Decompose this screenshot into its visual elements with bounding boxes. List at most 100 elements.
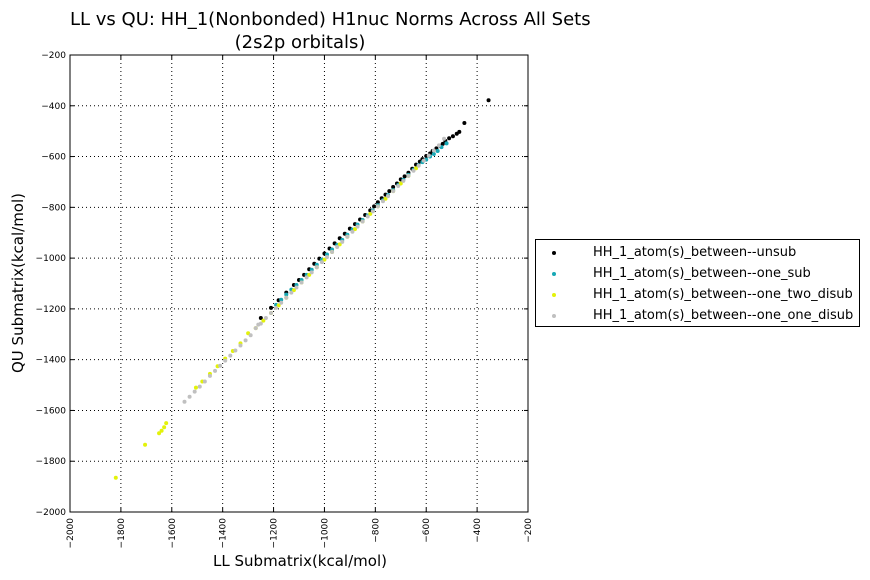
data-point-series-0 (454, 131, 459, 136)
data-point-series-3 (319, 260, 324, 265)
data-point-series-1 (444, 141, 449, 146)
data-point-series-3 (416, 163, 421, 168)
data-point-series-1 (431, 152, 436, 157)
data-point-series-0 (402, 174, 407, 179)
data-point-series-3 (192, 389, 197, 394)
data-point-series-0 (372, 204, 377, 209)
data-point-series-3 (233, 348, 238, 353)
scatter-points (113, 98, 491, 480)
data-point-series-3 (355, 224, 360, 229)
data-point-series-3 (299, 280, 304, 285)
y-tick-label: −2000 (36, 508, 67, 518)
data-point-series-3 (269, 310, 274, 315)
data-point-series-2 (398, 181, 403, 186)
data-point-series-3 (401, 178, 406, 183)
data-point-series-3 (411, 168, 416, 173)
data-point-series-3 (330, 250, 335, 255)
data-point-series-1 (435, 148, 440, 153)
data-point-series-2 (261, 318, 266, 323)
data-point-series-2 (352, 227, 357, 232)
data-point-series-3 (309, 270, 314, 275)
legend-entry: HH_1_atom(s)_between--one_sub (536, 265, 859, 285)
data-point-series-3 (396, 184, 401, 189)
x-tick-label: −200 (524, 518, 534, 543)
data-point-series-0 (269, 305, 274, 310)
data-point-series-2 (307, 272, 312, 277)
legend-marker-one-sub (552, 272, 556, 276)
legend-entry: HH_1_atom(s)_between--unsub (536, 244, 859, 264)
data-point-series-3 (207, 373, 212, 378)
y-axis-label: QU Submatrix(kcal/mol) (9, 192, 27, 374)
y-tick-label: −1200 (36, 305, 67, 315)
x-tick-label: −1800 (117, 518, 127, 549)
x-tick-label: −1200 (270, 518, 280, 549)
data-point-series-3 (274, 305, 279, 310)
y-tick-label: −1800 (36, 457, 67, 467)
data-point-series-2 (164, 421, 169, 426)
x-axis-label: LL Submatrix(kcal/mol) (213, 552, 387, 570)
data-point-series-3 (197, 384, 202, 389)
data-point-series-2 (193, 385, 198, 390)
data-point-series-2 (159, 428, 164, 433)
data-point-series-3 (375, 204, 380, 209)
data-point-series-0 (486, 98, 491, 103)
data-point-series-3 (370, 209, 375, 214)
data-point-series-3 (182, 399, 187, 404)
y-tick-label: −200 (41, 51, 66, 61)
data-point-series-2 (276, 303, 281, 308)
data-point-series-3 (228, 353, 233, 358)
data-point-series-3 (380, 199, 385, 204)
data-point-series-3 (258, 321, 263, 326)
data-point-series-3 (324, 255, 329, 260)
legend-marker-one-one-disub (552, 314, 556, 318)
data-point-series-0 (447, 136, 452, 141)
data-point-series-2 (291, 288, 296, 293)
y-tick-label: −600 (41, 153, 66, 163)
x-tick-label: −1600 (168, 518, 178, 549)
data-point-series-3 (431, 148, 436, 153)
grid-lines (70, 55, 528, 512)
data-point-series-3 (350, 229, 355, 234)
data-point-series-3 (284, 295, 289, 300)
data-point-series-0 (375, 200, 380, 205)
data-point-series-3 (340, 239, 345, 244)
data-point-series-3 (360, 219, 365, 224)
y-tick-label: −400 (41, 102, 66, 112)
data-point-series-3 (279, 300, 284, 305)
data-point-series-1 (279, 297, 284, 302)
data-point-series-3 (421, 158, 426, 163)
data-point-series-3 (253, 326, 258, 331)
data-point-series-3 (213, 368, 218, 373)
legend-entry: HH_1_atom(s)_between--one_two_disub (536, 286, 859, 306)
data-point-series-3 (386, 194, 391, 199)
x-tick-label: −1000 (320, 518, 330, 549)
chart-title: LL vs QU: HH_1(Nonbonded) H1nuc Norms Ac… (70, 9, 591, 30)
data-point-series-0 (391, 185, 396, 190)
data-point-series-2 (368, 211, 373, 216)
legend: HH_1_atom(s)_between--unsub HH_1_atom(s)… (535, 239, 860, 327)
data-point-series-3 (243, 338, 248, 343)
data-point-series-1 (284, 292, 289, 297)
data-point-series-2 (414, 166, 419, 171)
x-tick-label: −600 (422, 518, 432, 543)
data-point-series-3 (289, 290, 294, 295)
data-point-series-3 (406, 173, 411, 178)
data-point-series-2 (143, 442, 148, 447)
x-tick-label: −1400 (219, 518, 229, 549)
data-point-series-3 (238, 343, 243, 348)
data-point-series-3 (335, 244, 340, 249)
data-point-series-2 (383, 196, 388, 201)
y-tick-label: −1600 (36, 406, 67, 416)
data-point-series-2 (157, 431, 162, 436)
x-tick-label: −2000 (66, 518, 76, 549)
y-tick-label: −1400 (36, 356, 67, 366)
y-tick-label: −800 (41, 203, 66, 213)
legend-label: HH_1_atom(s)_between--one_two_disub (593, 287, 853, 302)
y-tick-label: −1000 (36, 254, 67, 264)
data-point-series-0 (258, 316, 263, 321)
data-point-series-3 (391, 189, 396, 194)
data-point-series-3 (263, 316, 268, 321)
data-point-series-0 (462, 121, 467, 126)
x-tick-label: −400 (473, 518, 483, 543)
data-point-series-2 (162, 425, 167, 430)
